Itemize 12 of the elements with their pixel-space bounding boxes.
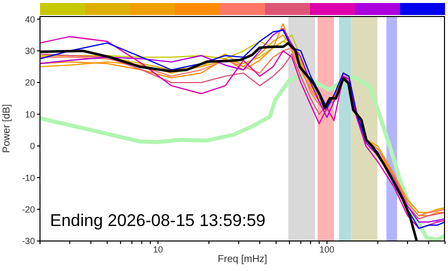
y-tick-label: 20 — [24, 78, 35, 88]
x-tick-label: 100 — [319, 244, 334, 254]
annotation: Ending 2026-08-15 13:59:59 — [50, 211, 266, 231]
y-tick-label: 30 — [24, 46, 35, 56]
y-tick-label: -20 — [22, 204, 35, 215]
y-tick-label: 0 — [30, 141, 35, 152]
x-axis-title: Freq [mHz] — [218, 254, 268, 265]
y-tick-label: -10 — [22, 172, 35, 183]
y-tick-label: 10 — [24, 109, 35, 120]
y-tick-label: -30 — [22, 236, 35, 246]
y-tick-label: 40 — [24, 14, 35, 24]
y-axis-title: Power [dB] — [2, 104, 13, 153]
